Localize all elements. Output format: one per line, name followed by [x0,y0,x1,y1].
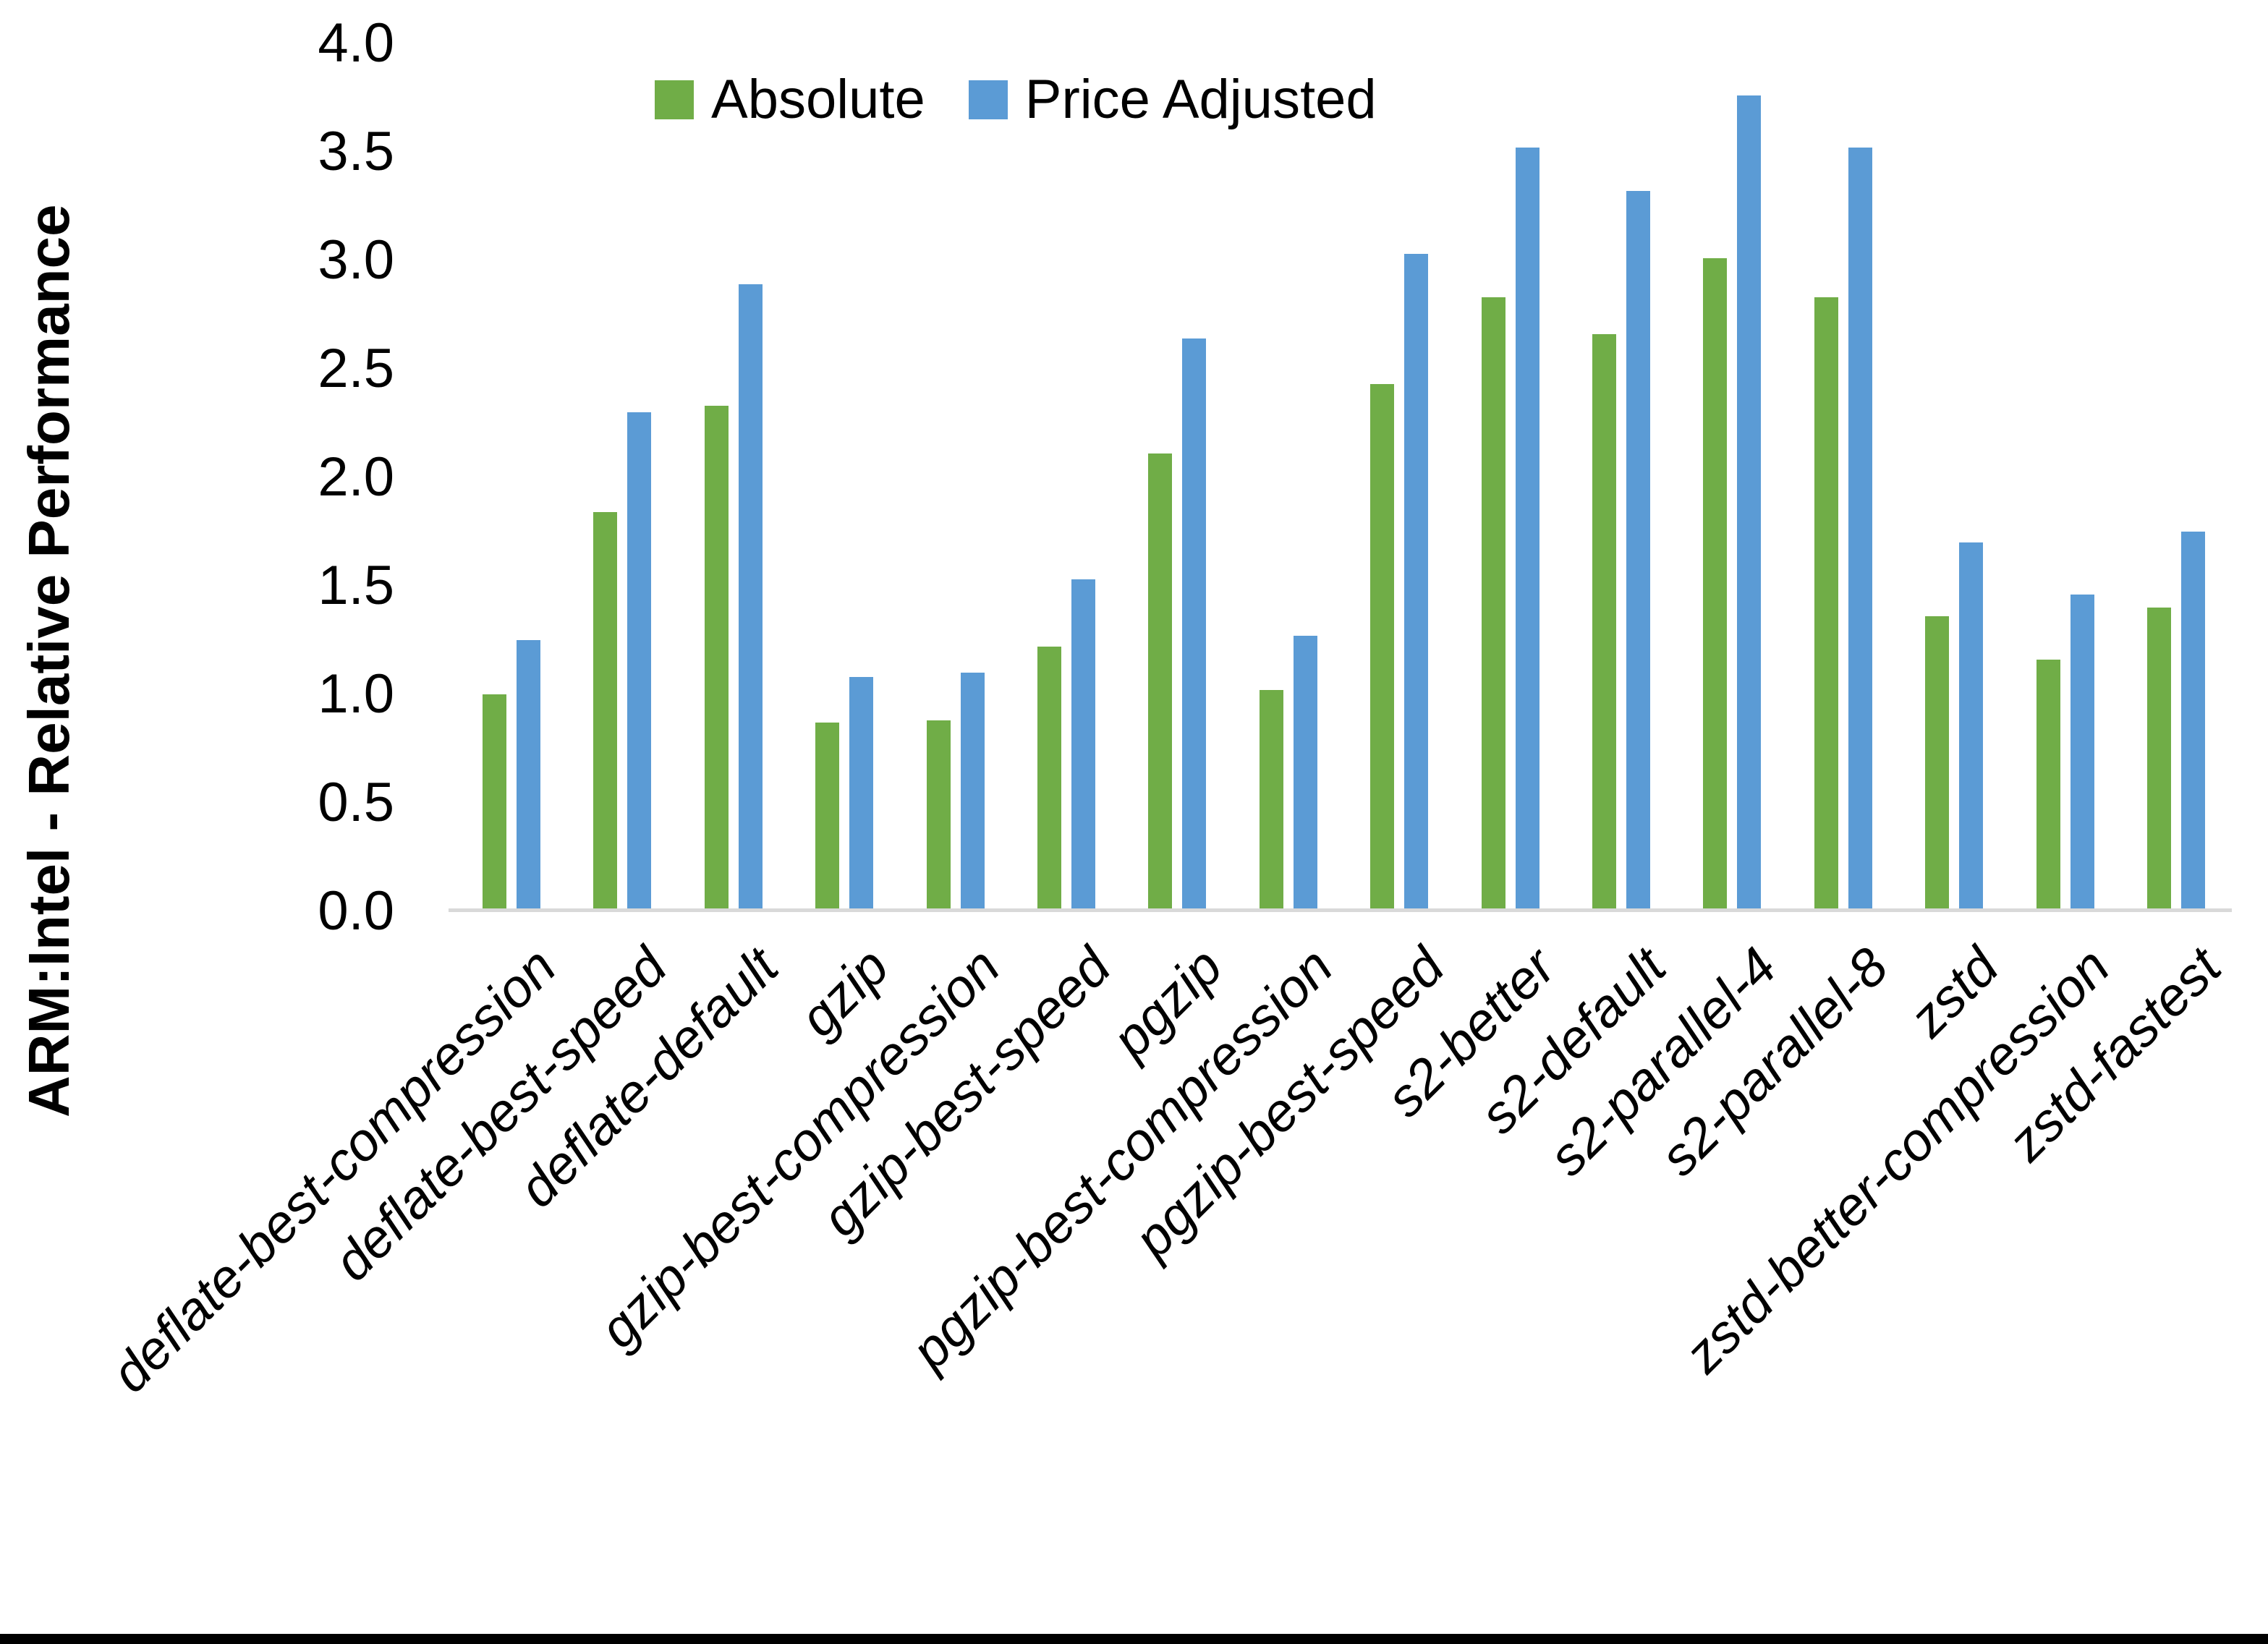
bar-price-adjusted-pgzip-best-compression [1294,636,1317,911]
legend-entry-absolute: Absolute [655,72,925,127]
bar-price-adjusted-zstd-better-compression [2070,595,2094,911]
bar-absolute-gzip-best-compression [927,720,951,911]
legend-swatch-absolute [655,80,694,119]
bar-price-adjusted-pgzip [1182,338,1206,911]
x-axis-label-deflate-best-compression: deflate-best-compression [99,936,568,1404]
bar-price-adjusted-gzip-best-speed [1071,579,1095,911]
bottom-edge-bar [0,1634,2268,1644]
y-tick-label-0.0: 0.0 [318,880,394,942]
bar-absolute-zstd-fastest [2147,608,2171,911]
bar-absolute-zstd [1925,616,1949,911]
y-tick-label-2.5: 2.5 [318,338,394,399]
y-axis-title: ARM:Intel - Relative Performance [17,204,81,1117]
y-tick-label-4.0: 4.0 [318,12,394,74]
bar-absolute-deflate-best-compression [483,694,506,911]
bar-price-adjusted-gzip [849,677,873,911]
y-tick-label-1.0: 1.0 [318,663,394,725]
bar-absolute-s2-parallel-4 [1703,258,1727,911]
bar-absolute-pgzip-best-compression [1260,690,1283,911]
bar-price-adjusted-deflate-best-compression [517,640,540,911]
bar-price-adjusted-pgzip-best-speed [1404,254,1428,911]
bar-price-adjusted-s2-default [1626,191,1650,911]
x-axis-line [449,908,2232,912]
bar-absolute-s2-default [1592,334,1616,911]
bar-absolute-s2-parallel-8 [1814,297,1838,911]
bar-absolute-deflate-default [705,406,729,911]
bar-price-adjusted-deflate-default [739,284,763,911]
bar-price-adjusted-gzip-best-compression [961,673,985,911]
y-tick-label-0.5: 0.5 [318,772,394,833]
legend-label-price-adjusted: Price Adjusted [1024,69,1377,130]
bar-price-adjusted-zstd [1959,542,1983,911]
bar-price-adjusted-s2-parallel-8 [1848,148,1872,911]
y-tick-label-3.0: 3.0 [318,229,394,291]
bar-price-adjusted-s2-better [1516,148,1539,911]
bar-absolute-zstd-better-compression [2036,660,2060,911]
bar-absolute-gzip-best-speed [1037,647,1061,911]
bar-price-adjusted-zstd-fastest [2181,532,2205,911]
legend-entry-price-adjusted: Price Adjusted [968,69,1377,130]
legend-label-absolute: Absolute [711,69,925,130]
legend-swatch-price-adjusted [968,80,1008,119]
bar-absolute-gzip [815,723,839,911]
legend: Absolute Price Adjusted [655,72,1377,127]
bar-absolute-s2-better [1482,297,1505,911]
bar-absolute-pgzip-best-speed [1370,384,1394,911]
y-tick-label-2.0: 2.0 [318,446,394,508]
y-tick-label-1.5: 1.5 [318,555,394,616]
bar-price-adjusted-s2-parallel-4 [1737,95,1761,911]
bar-absolute-pgzip [1148,453,1172,911]
bar-price-adjusted-deflate-best-speed [627,412,651,911]
plot-area [449,43,2232,911]
y-tick-label-3.5: 3.5 [318,121,394,182]
bar-absolute-deflate-best-speed [593,512,617,911]
